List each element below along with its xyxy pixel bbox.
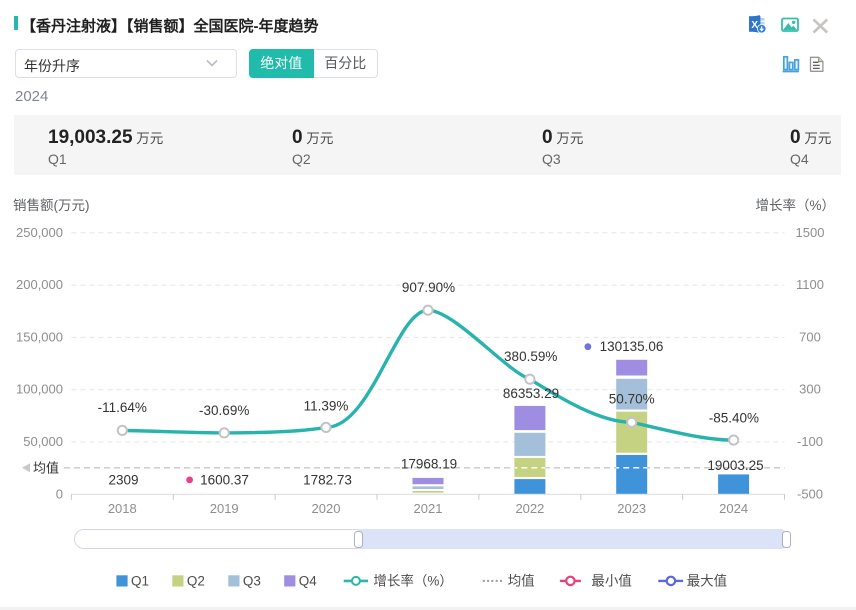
svg-text:150,000: 150,000 (16, 329, 63, 344)
svg-text:17968.19: 17968.19 (401, 457, 457, 472)
svg-text:130135.06: 130135.06 (600, 339, 664, 354)
svg-text:200,000: 200,000 (16, 277, 63, 292)
svg-text:1500: 1500 (796, 225, 825, 240)
svg-text:2024: 2024 (719, 501, 748, 516)
svg-text:-11.64%: -11.64% (98, 400, 147, 415)
svg-text:1600.37: 1600.37 (200, 473, 249, 488)
svg-text:均值: 均值 (33, 460, 59, 475)
svg-text:X: X (751, 20, 758, 31)
svg-text:2022: 2022 (515, 501, 544, 516)
svg-text:增长率（%）: 增长率（%） (373, 573, 453, 589)
svg-text:19003.25: 19003.25 (707, 458, 763, 473)
svg-text:50.70%: 50.70% (609, 392, 655, 407)
svg-text:最小值: 最小值 (591, 574, 632, 589)
svg-text:均值: 均值 (508, 574, 535, 589)
svg-text:100,000: 100,000 (16, 382, 63, 397)
svg-text:1100: 1100 (796, 277, 824, 292)
svg-text:-30.69%: -30.69% (199, 403, 249, 418)
svg-text:50,000: 50,000 (23, 434, 63, 449)
svg-text:11.39%: 11.39% (304, 399, 349, 414)
svg-text:2023: 2023 (617, 501, 646, 516)
svg-text:300: 300 (799, 382, 821, 397)
svg-text:380.59%: 380.59% (504, 349, 557, 364)
svg-text:最大值: 最大值 (687, 574, 728, 589)
svg-text:2018: 2018 (108, 501, 137, 516)
svg-text:Q4: Q4 (299, 574, 318, 589)
svg-text:Q1: Q1 (131, 574, 149, 589)
svg-text:2309: 2309 (108, 473, 138, 488)
svg-text:907.90%: 907.90% (402, 280, 455, 295)
svg-text:700: 700 (799, 329, 821, 344)
svg-text:250,000: 250,000 (16, 225, 63, 240)
svg-text:86353.29: 86353.29 (503, 386, 559, 401)
svg-text:Q3: Q3 (243, 574, 261, 589)
svg-text:Q2: Q2 (187, 574, 205, 589)
svg-text:1782.73: 1782.73 (303, 473, 352, 488)
svg-text:-500: -500 (797, 486, 823, 501)
svg-text:-100: -100 (797, 434, 823, 449)
svg-text:0: 0 (56, 486, 63, 501)
svg-text:2020: 2020 (312, 501, 341, 516)
svg-text:-85.40%: -85.40% (709, 411, 759, 426)
svg-text:2019: 2019 (210, 501, 239, 516)
svg-text:2021: 2021 (414, 501, 443, 516)
